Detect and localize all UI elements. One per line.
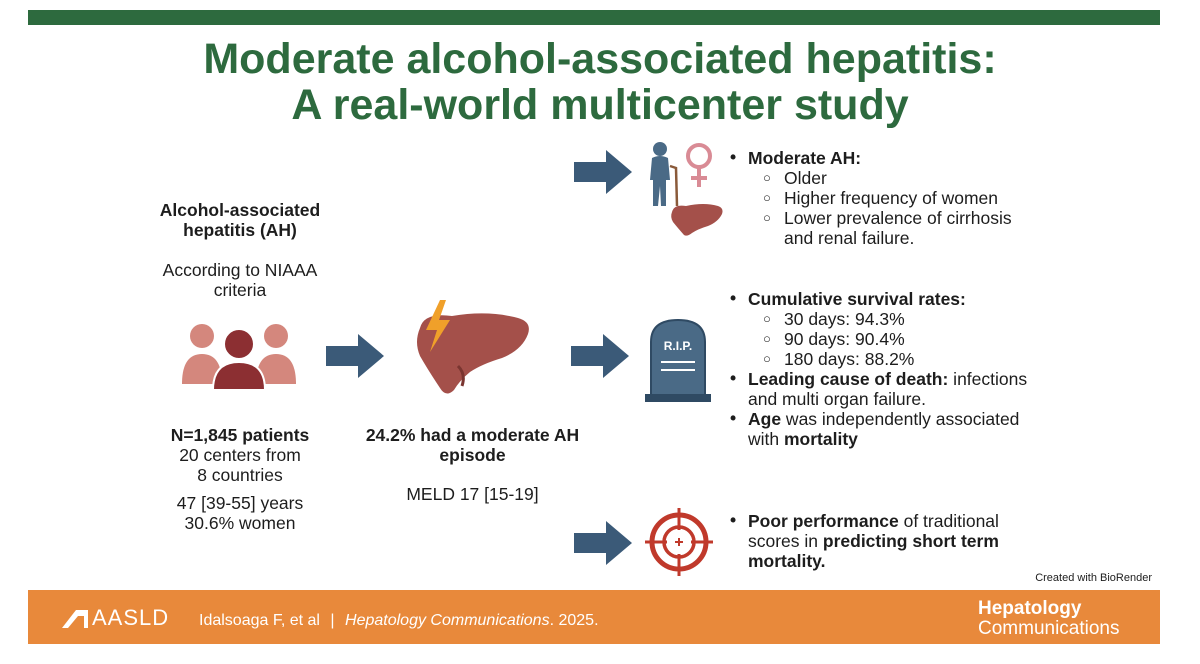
moderate-ah-text: 24.2% had a moderate AH episode — [350, 425, 595, 465]
arrow-icon-4 — [574, 521, 632, 565]
age-label: Age — [748, 409, 782, 429]
cause-line2: and multi organ failure. — [748, 389, 927, 409]
list-item-text: Lower prevalence of cirrhosis — [784, 208, 1012, 228]
panel-survival: Cumulative survival rates: 30 days: 94.3… — [728, 288, 1058, 449]
target-crosshair-icon — [645, 508, 713, 576]
list-item: 30 days: 94.3% — [748, 309, 1058, 329]
centers-line1: 20 centers from — [179, 445, 301, 465]
criteria-line1: According to NIAAA — [162, 260, 318, 280]
list-item: 180 days: 88.2% — [748, 349, 1058, 369]
liver-lightning-icon — [417, 300, 529, 394]
patients-block: N=1,845 patients 20 centers from 8 count… — [120, 425, 360, 485]
citation-separator: | — [330, 612, 335, 629]
citation-authors: Idalsoaga F, et al — [199, 612, 320, 629]
performance-line2-pre: scores in — [748, 531, 823, 551]
list-item-continuation: and renal failure. — [784, 228, 915, 248]
moderate-line2: episode — [439, 445, 506, 465]
moderate-line1: 24.2% had a moderate AH — [365, 425, 580, 445]
cause-text: infections — [948, 369, 1028, 389]
ah-heading: Alcohol-associated hepatitis (AH) — [140, 200, 340, 240]
footer-bar: AASLD Idalsoaga F, et al | Hepatology Co… — [28, 590, 1160, 644]
women-text: 30.6% women — [184, 513, 296, 533]
citation-journal: Hepatology Communications — [345, 612, 550, 629]
panel-moderate-ah: Moderate AH: Older Higher frequency of w… — [728, 147, 1058, 248]
brand-line1: Hepatology — [978, 598, 1082, 619]
list-item: Higher frequency of women — [748, 188, 1058, 208]
age-text: 47 [39-55] years — [176, 493, 304, 513]
meld-text: MELD 17 [15-19] — [406, 484, 539, 504]
citation-year: . 2025. — [549, 612, 599, 629]
footer-citation: Idalsoaga F, et al | Hepatology Communic… — [199, 611, 599, 631]
performance-bullet: Poor performance of traditional scores i… — [728, 510, 1058, 571]
list-item: Older — [748, 168, 1058, 188]
performance-text: of traditional — [898, 511, 999, 531]
female-symbol-icon — [686, 143, 712, 187]
list-item: Lower prevalence of cirrhosis and renal … — [748, 208, 1058, 248]
arrow-icon-1 — [326, 334, 384, 378]
ah-heading-line2: hepatitis (AH) — [183, 220, 297, 240]
title-line2: A real-world multicenter study — [291, 81, 909, 129]
age-line2-pre: with — [748, 429, 784, 449]
survival-heading: Cumulative survival rates: — [748, 289, 966, 309]
age-bullet: Age was independently associated with mo… — [728, 408, 1058, 449]
ah-heading-line1: Alcohol-associated — [159, 200, 321, 220]
moderate-ah-heading: Moderate AH: — [748, 148, 862, 168]
title-line1: Moderate alcohol-associated hepatitis: — [203, 35, 997, 83]
small-liver-icon — [671, 204, 723, 236]
cause-of-death-bullet: Leading cause of death: infections and m… — [728, 368, 1058, 409]
survival-bullet: Cumulative survival rates: 30 days: 94.3… — [728, 288, 1058, 369]
criteria-line2: criteria — [213, 280, 267, 300]
performance-line2: scores in predicting short term — [748, 531, 1058, 551]
panel-performance: Poor performance of traditional scores i… — [728, 510, 1058, 571]
aasld-logo-text: AASLD — [92, 605, 170, 630]
performance-label: Poor performance — [748, 511, 899, 531]
biorender-credit: Created with BioRender — [1035, 572, 1152, 584]
top-bar — [28, 10, 1160, 25]
arrow-icon-3 — [571, 334, 629, 378]
brand-line2: Communications — [978, 618, 1120, 639]
arrow-icon-2 — [574, 150, 632, 194]
patients-group-icon — [182, 324, 296, 391]
patients-count: N=1,845 patients — [170, 425, 310, 445]
moderate-ah-bullet: Moderate AH: Older Higher frequency of w… — [728, 147, 1058, 248]
rip-text: R.I.P. — [664, 339, 692, 353]
age-line2: with mortality — [748, 429, 1058, 449]
age-line2-bold: mortality — [783, 429, 858, 449]
aasld-logo-icon — [62, 610, 88, 628]
cause-label: Leading cause of death: — [748, 369, 949, 389]
criteria-text: According to NIAAA criteria — [140, 260, 340, 300]
demographics-block: 47 [39-55] years 30.6% women — [120, 493, 360, 533]
tombstone-icon: R.I.P. — [645, 318, 711, 402]
age-text-rest: was independently associated — [781, 409, 1020, 429]
centers-line2: 8 countries — [197, 465, 283, 485]
elderly-person-icon — [650, 142, 679, 207]
list-item: 90 days: 90.4% — [748, 329, 1058, 349]
performance-line2-bold: predicting short term — [822, 531, 999, 551]
performance-line3: mortality. — [748, 551, 826, 571]
